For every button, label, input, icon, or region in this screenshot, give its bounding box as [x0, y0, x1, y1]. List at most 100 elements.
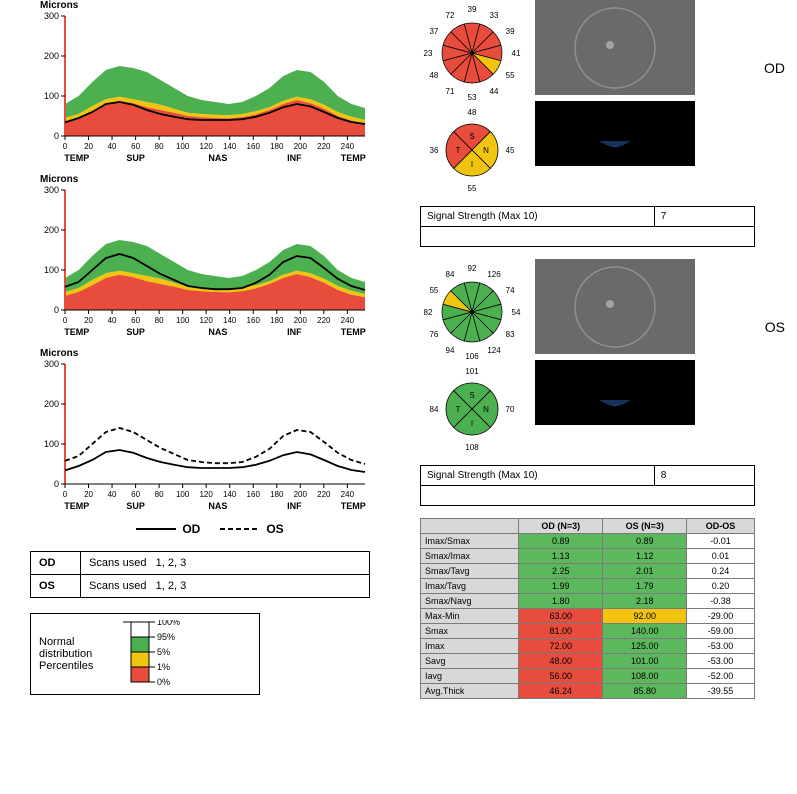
quadrant-chart-os: S101N70I108T84 [420, 359, 525, 459]
svg-text:71: 71 [446, 87, 455, 96]
svg-text:60: 60 [131, 142, 140, 151]
svg-text:55: 55 [506, 71, 515, 80]
parameters-table: OD (N=3)OS (N=3)OD-OSImax/Smax0.890.89-0… [420, 518, 755, 699]
svg-text:48: 48 [429, 71, 438, 80]
svg-text:140: 140 [223, 316, 237, 325]
svg-text:55: 55 [429, 286, 438, 295]
percentile-legend: Normal distribution Percentiles 100%95%5… [30, 613, 260, 695]
svg-text:160: 160 [247, 142, 261, 151]
chart-os: Microns 01002003000204060801001201401601… [30, 174, 390, 340]
svg-text:53: 53 [468, 93, 477, 100]
svg-text:23: 23 [424, 49, 433, 58]
svg-text:76: 76 [429, 330, 438, 339]
svg-text:84: 84 [446, 270, 455, 279]
svg-text:100: 100 [176, 142, 190, 151]
svg-text:0: 0 [63, 490, 68, 499]
oct-scan-od [535, 101, 695, 166]
svg-text:0: 0 [54, 131, 59, 141]
svg-text:140: 140 [223, 142, 237, 151]
svg-text:120: 120 [199, 316, 213, 325]
svg-text:39: 39 [506, 27, 515, 36]
svg-text:80: 80 [155, 490, 164, 499]
svg-text:37: 37 [429, 27, 438, 36]
chart-os-ylabel: Microns [40, 174, 390, 185]
os-label: OS [765, 319, 785, 335]
svg-text:160: 160 [247, 490, 261, 499]
svg-text:124: 124 [487, 346, 501, 355]
svg-text:S: S [469, 132, 474, 141]
svg-text:80: 80 [155, 316, 164, 325]
svg-text:55: 55 [468, 184, 477, 193]
svg-text:SUP: SUP [126, 327, 145, 337]
svg-text:100: 100 [44, 265, 59, 275]
svg-text:54: 54 [512, 308, 521, 317]
svg-text:20: 20 [84, 142, 93, 151]
svg-text:126: 126 [487, 270, 501, 279]
svg-text:NAS: NAS [208, 153, 227, 163]
svg-text:20: 20 [84, 316, 93, 325]
svg-text:240: 240 [341, 316, 355, 325]
svg-text:40: 40 [108, 490, 117, 499]
svg-text:300: 300 [44, 11, 59, 21]
svg-text:NAS: NAS [208, 501, 227, 511]
svg-text:106: 106 [465, 352, 479, 359]
svg-text:INF: INF [287, 153, 302, 163]
svg-text:TEMP: TEMP [64, 327, 89, 337]
svg-text:33: 33 [490, 11, 499, 20]
svg-text:120: 120 [199, 490, 213, 499]
svg-text:36: 36 [430, 146, 439, 155]
svg-text:TEMP: TEMP [341, 501, 366, 511]
svg-text:220: 220 [317, 316, 331, 325]
svg-text:240: 240 [341, 142, 355, 151]
chart-combined: Microns 01002003000204060801001201401601… [30, 348, 390, 514]
svg-text:TEMP: TEMP [64, 501, 89, 511]
svg-text:240: 240 [341, 490, 355, 499]
svg-text:39: 39 [468, 5, 477, 14]
svg-text:INF: INF [287, 327, 302, 337]
svg-text:300: 300 [44, 185, 59, 195]
clock-hour-chart-od: 393339415544537148233772 [420, 0, 525, 100]
quadrant-chart-od: S48N45I55T36 [420, 100, 525, 200]
svg-text:100%: 100% [157, 620, 180, 627]
svg-text:20: 20 [84, 490, 93, 499]
svg-text:60: 60 [131, 490, 140, 499]
svg-text:INF: INF [287, 501, 302, 511]
svg-text:TEMP: TEMP [341, 153, 366, 163]
fundus-image-os [535, 259, 695, 354]
chart-od: Microns 01002003000204060801001201401601… [30, 0, 390, 166]
svg-text:0: 0 [63, 142, 68, 151]
svg-text:40: 40 [108, 316, 117, 325]
svg-text:TEMP: TEMP [341, 327, 366, 337]
svg-text:100: 100 [44, 439, 59, 449]
svg-text:92: 92 [468, 264, 477, 273]
svg-text:N: N [483, 146, 489, 155]
clock-hour-chart-os: 921267454831241069476825584 [420, 259, 525, 359]
svg-text:N: N [483, 405, 489, 414]
svg-text:100: 100 [176, 316, 190, 325]
chart-combined-ylabel: Microns [40, 348, 390, 359]
od-label: OD [764, 60, 785, 76]
svg-text:100: 100 [44, 91, 59, 101]
svg-text:84: 84 [430, 405, 439, 414]
svg-text:0: 0 [54, 479, 59, 489]
svg-text:SUP: SUP [126, 153, 145, 163]
svg-text:95%: 95% [157, 632, 175, 642]
svg-text:72: 72 [446, 11, 455, 20]
svg-text:5%: 5% [157, 647, 170, 657]
svg-text:200: 200 [44, 399, 59, 409]
scans-table: ODScans used 1, 2, 3 OSScans used 1, 2, … [30, 551, 370, 598]
svg-text:180: 180 [270, 316, 284, 325]
svg-text:108: 108 [465, 443, 479, 452]
oct-scan-os [535, 360, 695, 425]
svg-text:300: 300 [44, 359, 59, 369]
signal-table-od: Signal Strength (Max 10)7 [420, 206, 755, 247]
chart-od-ylabel: Microns [40, 0, 390, 11]
svg-text:I: I [471, 160, 473, 169]
svg-text:200: 200 [44, 51, 59, 61]
svg-text:160: 160 [247, 316, 261, 325]
fundus-image-od [535, 0, 695, 95]
svg-text:SUP: SUP [126, 501, 145, 511]
svg-text:200: 200 [44, 225, 59, 235]
svg-text:220: 220 [317, 490, 331, 499]
svg-text:120: 120 [199, 142, 213, 151]
